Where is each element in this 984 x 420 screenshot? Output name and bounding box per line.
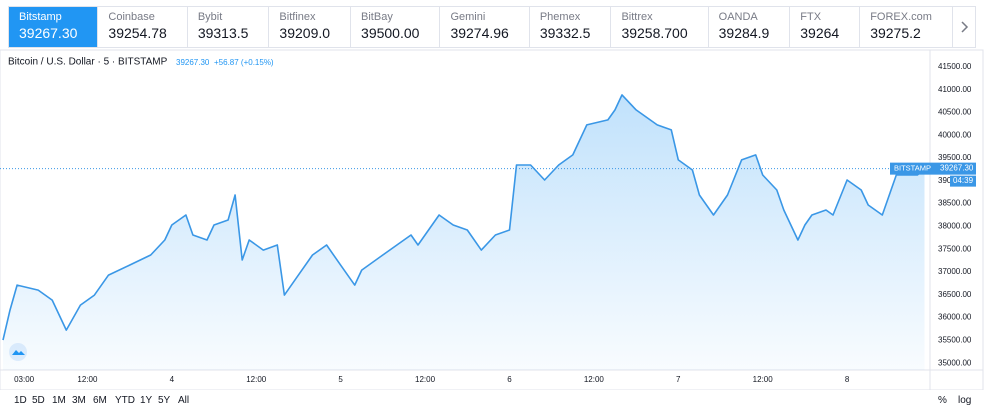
exchange-price: 39254.78 <box>108 25 167 41</box>
x-tick-label: 12:00 <box>246 375 267 384</box>
exchange-price: 39209.0 <box>279 25 331 41</box>
x-tick-label: 12:00 <box>77 375 98 384</box>
area-fill <box>3 94 925 371</box>
chart-title: Bitcoin / U.S. Dollar · 5 · BITSTAMP <box>8 57 168 68</box>
exchange-name: Bybit <box>197 11 223 23</box>
range-button[interactable]: 1D <box>14 395 27 406</box>
exchange-price: 39275.2 <box>870 25 921 41</box>
exchange-price: 39500.00 <box>361 25 420 41</box>
exchange-price: 39284.9 <box>718 25 770 41</box>
range-button[interactable]: 3M <box>72 395 86 406</box>
y-tick-label: 39500.00 <box>938 153 972 162</box>
y-tick-label: 40000.00 <box>938 130 972 139</box>
y-tick-label: 36500.00 <box>938 290 972 299</box>
exchange-name: FOREX.com <box>870 11 932 23</box>
price-tag-label: 39267.30 <box>940 164 974 173</box>
y-tick-label: 37000.00 <box>938 267 972 276</box>
range-button[interactable]: 1M <box>52 395 66 406</box>
y-tick-label: 36000.00 <box>938 313 972 322</box>
price-tag-box <box>890 162 976 175</box>
exchange-name: FTX <box>800 11 822 23</box>
exchange-tabs: Bitstamp 39267.30 Coinbase 39254.78 Bybit 393… <box>8 6 976 48</box>
exchange-price: 39274.96 <box>450 25 509 41</box>
range-button[interactable]: 5Y <box>158 395 171 406</box>
y-tick-label: 38500.00 <box>938 199 972 208</box>
exchange-tab[interactable]: BitBay 39500.00 <box>351 7 441 47</box>
x-tick-label: 12:00 <box>753 375 774 384</box>
x-tick-label: 8 <box>845 375 850 384</box>
exchange-tab[interactable]: Bitfinex 39209.0 <box>269 7 352 47</box>
y-tick-label: 35500.00 <box>938 335 972 344</box>
y-tick-label: 41500.00 <box>938 62 972 71</box>
countdown-box <box>950 175 976 187</box>
chart-frame <box>0 49 984 390</box>
y-tick-label: 40500.00 <box>938 108 972 117</box>
range-button[interactable]: All <box>178 395 190 406</box>
x-tick-label: 4 <box>170 375 175 384</box>
exchange-tab[interactable]: Coinbase 39254.78 <box>98 7 188 47</box>
range-button[interactable]: YTD <box>115 395 135 406</box>
price-line <box>2 94 926 341</box>
chevron-icon <box>961 21 968 33</box>
exchange-tab[interactable]: Gemini 39274.96 <box>440 7 530 47</box>
exchange-tab[interactable]: Bitstamp 39267.30 <box>9 7 99 47</box>
range-button[interactable]: 6M <box>93 395 107 406</box>
x-tick-label: 12:00 <box>415 375 436 384</box>
x-tick-label: 5 <box>338 375 343 384</box>
exchange-tab[interactable]: FOREX.com 39275.2 <box>860 7 953 47</box>
chart: Bitcoin / U.S. Dollar · 5 · BITSTAMP 392… <box>0 49 984 390</box>
exchange-price: 39258.700 <box>621 25 688 41</box>
exchange-tab[interactable]: OANDA 39284.9 <box>709 7 791 47</box>
x-tick-label: 7 <box>676 375 681 384</box>
exchange-name: Bitfinex <box>279 11 316 23</box>
exchange-name: Bitstamp <box>19 11 62 23</box>
range-button[interactable]: 5D <box>32 395 45 406</box>
countdown: 04:39 <box>953 176 974 185</box>
exchange-price: 39332.5 <box>539 25 591 41</box>
scale-button[interactable]: log <box>958 395 972 406</box>
exchange-tab[interactable]: FTX 39264 <box>790 7 861 47</box>
header-change: +56.87 (+0.15%) <box>214 58 274 67</box>
scale-button[interactable]: % <box>938 395 947 406</box>
x-tick-label: 03:00 <box>14 375 35 384</box>
range-button[interactable]: 1Y <box>140 395 153 406</box>
price-tag-name: BITSTAMP <box>894 164 931 173</box>
header-price: 39267.30 <box>176 58 210 67</box>
exchange-price: 39264 <box>800 25 840 41</box>
exchange-price: 39313.5 <box>197 25 249 41</box>
exchange-name: Phemex <box>539 11 581 23</box>
exchange-name: OANDA <box>718 11 758 23</box>
y-tick-label: 37500.00 <box>938 244 972 253</box>
exchange-name: Gemini <box>450 11 486 23</box>
price-tag: BITSTAMP 39267.30 04:39 <box>890 162 976 187</box>
exchange-name: Coinbase <box>108 11 155 23</box>
y-tick-label: 38000.00 <box>938 222 972 231</box>
x-tick-label: 6 <box>507 375 512 384</box>
exchange-name: BitBay <box>361 11 393 23</box>
y-tick-label: 41000.00 <box>938 85 972 94</box>
range-bar: 1D 5D 1M 3M 6M YTD 1Y 5Y All% log <box>0 390 984 412</box>
exchange-tab[interactable]: Bybit 39313.5 <box>188 7 270 47</box>
exchange-price: 39267.30 <box>19 25 78 41</box>
exchange-name: Bittrex <box>621 11 653 23</box>
exchange-tab[interactable]: Bittrex 39258.700 <box>611 7 709 47</box>
x-tick-label: 12:00 <box>584 375 605 384</box>
exchange-tab[interactable]: Phemex 39332.5 <box>530 7 612 47</box>
y-tick-label: 35000.00 <box>938 358 972 367</box>
scroll-button[interactable] <box>953 7 975 47</box>
